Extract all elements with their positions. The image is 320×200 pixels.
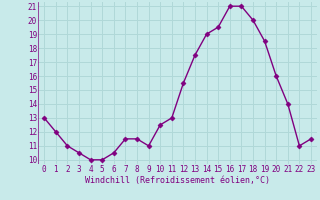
X-axis label: Windchill (Refroidissement éolien,°C): Windchill (Refroidissement éolien,°C) bbox=[85, 176, 270, 185]
